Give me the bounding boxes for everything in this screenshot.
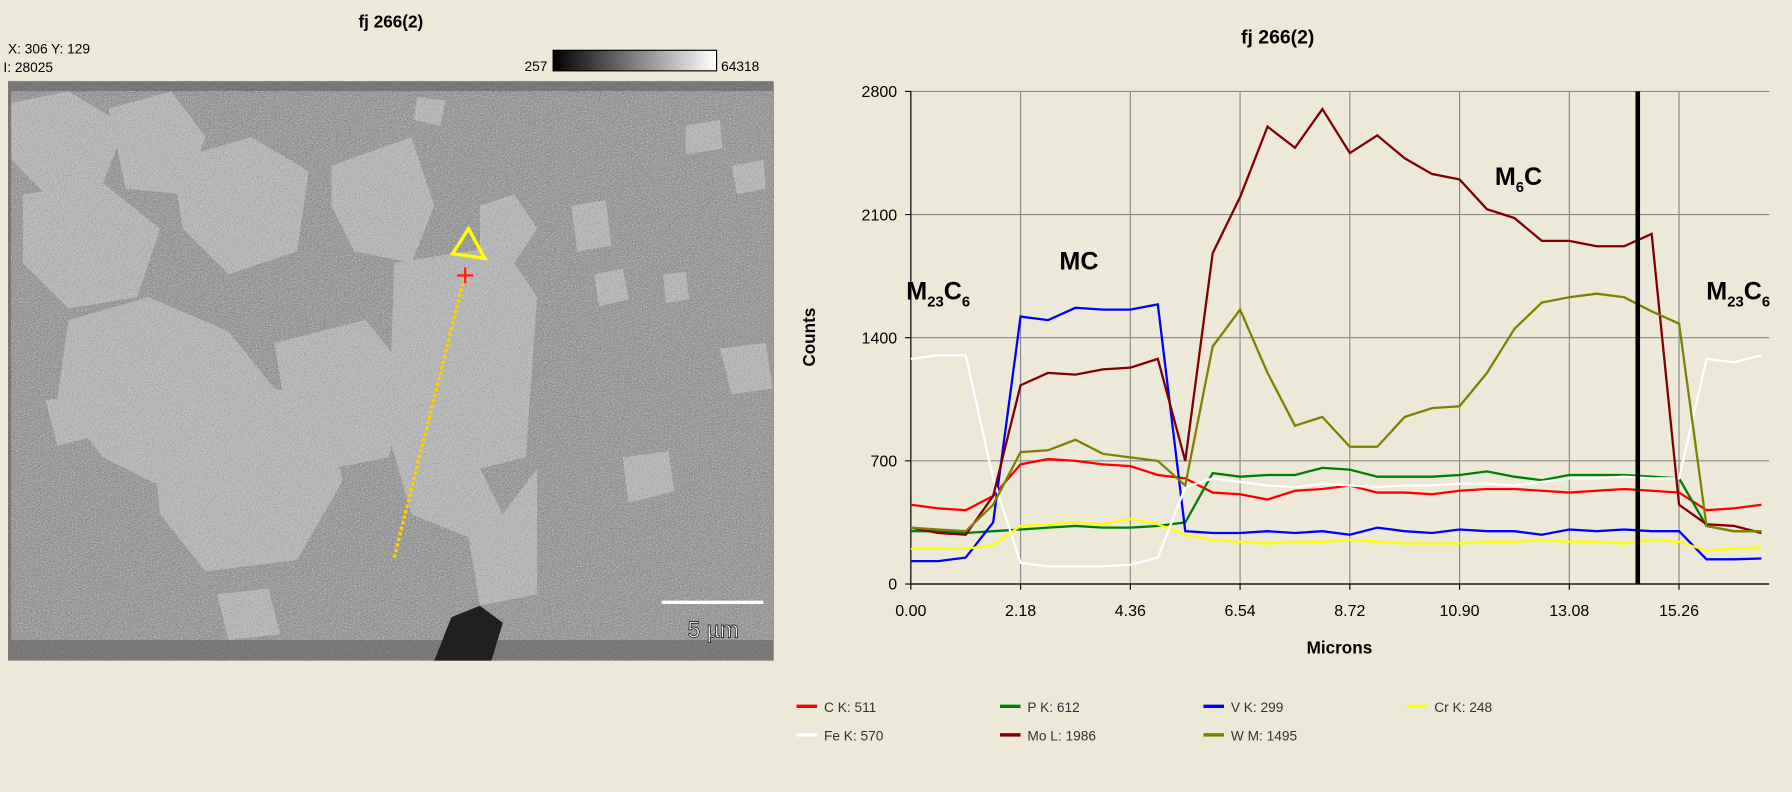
series-line [910, 302, 1762, 563]
annotation: MC [1059, 248, 1098, 276]
cursor-position: X: 306 Y: 129 [8, 42, 90, 57]
x-tick-label: 13.08 [1549, 603, 1589, 620]
chart-title: fj 266(2) [1241, 26, 1314, 48]
series-line [910, 354, 1762, 568]
annotation: M23C6 [1706, 277, 1770, 310]
annotation-text: M [1706, 277, 1727, 305]
scale-bar-label: 5 µm [688, 617, 739, 643]
x-tick-label: 6.54 [1225, 603, 1256, 620]
scale-min: 257 [525, 59, 548, 74]
x-axis-label: Microns [1307, 638, 1373, 658]
annotation-subscript: 23 [927, 294, 944, 310]
annotation-text: C [1524, 163, 1542, 191]
y-tick-label: 2100 [862, 207, 898, 224]
annotation-text: C [944, 277, 962, 305]
series-line [910, 292, 1762, 533]
x-tick-label: 0.00 [895, 603, 926, 620]
annotation-text: MC [1059, 248, 1098, 276]
legend-label: W M: 1495 [1231, 729, 1298, 744]
annotation-text: M [906, 277, 927, 305]
x-tick-label: 15.26 [1659, 603, 1699, 620]
series-line [910, 466, 1762, 535]
y-tick-label: 0 [888, 577, 897, 594]
x-tick-label: 8.72 [1334, 603, 1365, 620]
legend-label: C K: 511 [824, 700, 876, 715]
legend-label: Mo L: 1986 [1027, 729, 1096, 744]
annotation: M6C [1495, 163, 1542, 196]
y-tick-label: 700 [870, 454, 897, 471]
image-title: fj 266(2) [358, 11, 423, 31]
annotation-subscript: 6 [1762, 294, 1770, 310]
y-axis-label: Counts [799, 308, 819, 367]
annotation-text: M [1495, 163, 1516, 191]
y-tick-label: 1400 [862, 330, 898, 347]
sem-image: 5 µm [8, 81, 774, 661]
annotation: M23C6 [906, 277, 970, 310]
series-line [910, 517, 1762, 552]
x-tick-label: 10.90 [1440, 603, 1480, 620]
legend-label: Cr K: 248 [1434, 700, 1492, 715]
legend-label: Fe K: 570 [824, 729, 884, 744]
series-line [910, 106, 1762, 536]
annotation-subscript: 23 [1727, 294, 1744, 310]
y-tick-label: 2800 [862, 84, 898, 101]
intensity: I: 28025 [3, 60, 53, 75]
annotation-subscript: 6 [962, 294, 970, 310]
x-tick-label: 2.18 [1005, 603, 1036, 620]
scale-max: 64318 [721, 59, 759, 74]
annotation-subscript: 6 [1516, 180, 1524, 196]
legend-label: P K: 612 [1027, 700, 1079, 715]
gray-scale-bar [552, 49, 718, 72]
legend-label: V K: 299 [1231, 700, 1284, 715]
x-tick-label: 4.36 [1115, 603, 1146, 620]
annotation-text: C [1744, 277, 1762, 305]
series-line [910, 457, 1762, 512]
